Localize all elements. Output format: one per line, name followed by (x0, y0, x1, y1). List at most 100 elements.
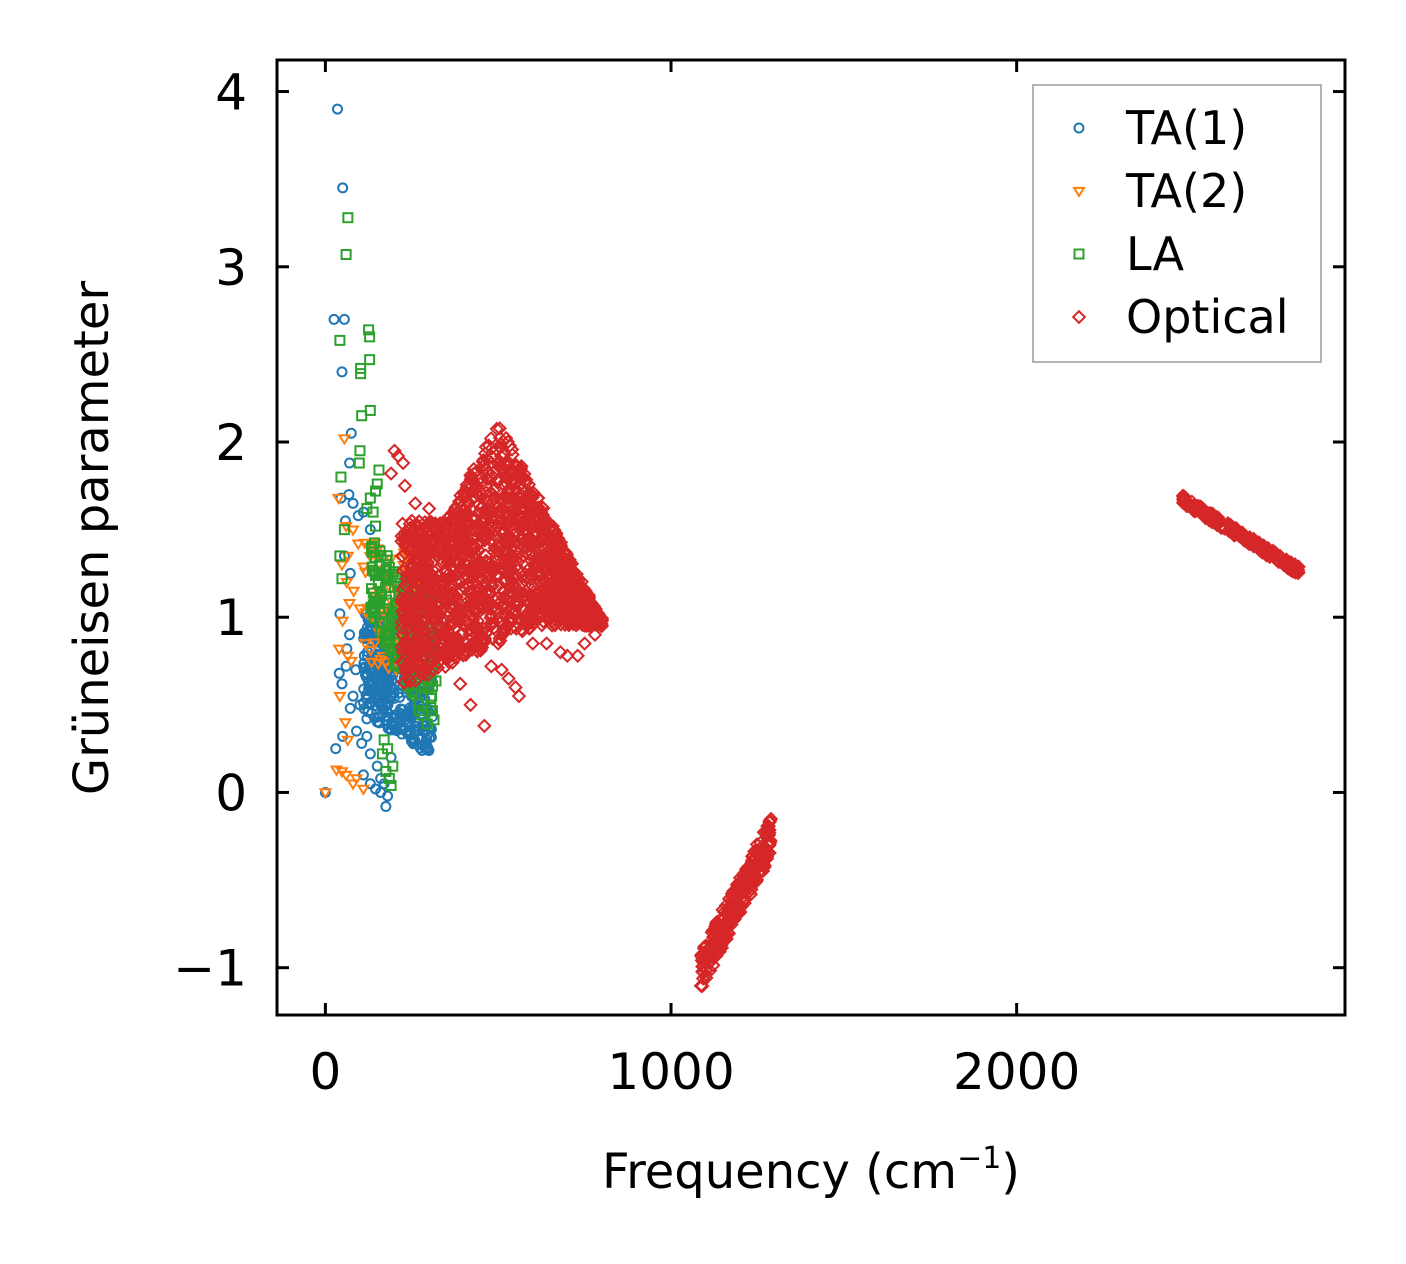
data-point (455, 560, 471, 575)
data-point (578, 615, 593, 631)
data-point (475, 510, 491, 525)
data-point (497, 456, 512, 472)
data-point (509, 595, 524, 611)
data-point (1175, 489, 1191, 504)
data-point (383, 678, 395, 690)
y-tick-label: 4 (215, 64, 247, 122)
data-point (405, 712, 417, 724)
data-point (570, 648, 585, 664)
data-point (461, 616, 476, 632)
data-point (454, 627, 469, 642)
data-point (496, 582, 511, 598)
data-point (483, 471, 499, 486)
data-point (341, 651, 355, 663)
data-point (536, 526, 552, 541)
data-point (338, 718, 353, 730)
data-point (549, 567, 564, 582)
data-point (494, 527, 510, 542)
data-point (334, 550, 346, 562)
data-point (501, 491, 517, 506)
data-point (445, 550, 461, 565)
data-point (367, 587, 379, 599)
data-point (707, 939, 722, 955)
data-point (716, 920, 732, 935)
data-point (489, 547, 505, 562)
data-point (338, 313, 350, 325)
data-point (528, 601, 543, 616)
data-point (368, 565, 380, 577)
data-point (696, 950, 711, 966)
data-point (345, 427, 357, 439)
data-point (734, 877, 750, 893)
data-point (762, 814, 777, 830)
data-point (481, 598, 496, 613)
data-point (395, 531, 411, 547)
data-point (344, 457, 356, 469)
data-point (402, 674, 418, 689)
data-point (356, 737, 368, 749)
data-point (431, 644, 447, 659)
data-point (430, 675, 442, 687)
data-point (440, 538, 455, 554)
data-point (354, 699, 366, 711)
data-point (484, 441, 500, 456)
data-point (446, 633, 462, 649)
data-point (377, 704, 389, 716)
data-point (698, 963, 714, 979)
axis-tick-labels: 0 1000 2000 −1 0 1 2 3 4 (173, 64, 1080, 1101)
data-point (422, 575, 438, 591)
data-point (505, 569, 520, 585)
data-point (515, 623, 530, 639)
data-point (431, 569, 446, 585)
data-point (508, 457, 523, 472)
data-point (471, 581, 487, 596)
data-point (364, 331, 376, 343)
data-point (413, 664, 429, 680)
data-point (444, 596, 460, 612)
data-point (371, 478, 383, 490)
data-point (450, 585, 466, 601)
data-point (706, 950, 721, 965)
data-point (395, 455, 411, 471)
data-point (394, 548, 410, 564)
data-point (476, 513, 491, 529)
data-point (549, 545, 565, 561)
data-point (492, 503, 508, 519)
data-point (466, 466, 482, 481)
data-point (416, 543, 432, 559)
data-point (1288, 562, 1304, 577)
data-point (511, 464, 527, 479)
data-point (594, 618, 610, 634)
data-point (411, 639, 427, 654)
data-point (388, 720, 400, 732)
data-point (355, 368, 367, 380)
data-point (456, 542, 471, 558)
data-point (530, 566, 545, 581)
data-point (341, 735, 355, 747)
data-point (453, 521, 468, 537)
data-point (388, 611, 400, 623)
data-point (364, 748, 376, 760)
data-point (364, 492, 376, 504)
data-point (353, 457, 365, 469)
data-point (346, 525, 360, 537)
data-point (1200, 505, 1215, 521)
data-point (573, 581, 588, 597)
data-point (428, 589, 443, 605)
data-point (404, 531, 420, 546)
data-point (470, 644, 485, 659)
data-point (397, 546, 413, 561)
data-point (373, 464, 385, 476)
data-point (719, 906, 734, 921)
data-point (515, 520, 530, 535)
data-point (501, 671, 516, 686)
data-point (463, 697, 478, 713)
data-point (555, 583, 570, 599)
data-point (484, 659, 499, 674)
data-point (533, 549, 548, 564)
data-point (383, 581, 395, 593)
data-point (375, 550, 387, 562)
data-point (436, 628, 452, 643)
data-point (477, 633, 493, 649)
